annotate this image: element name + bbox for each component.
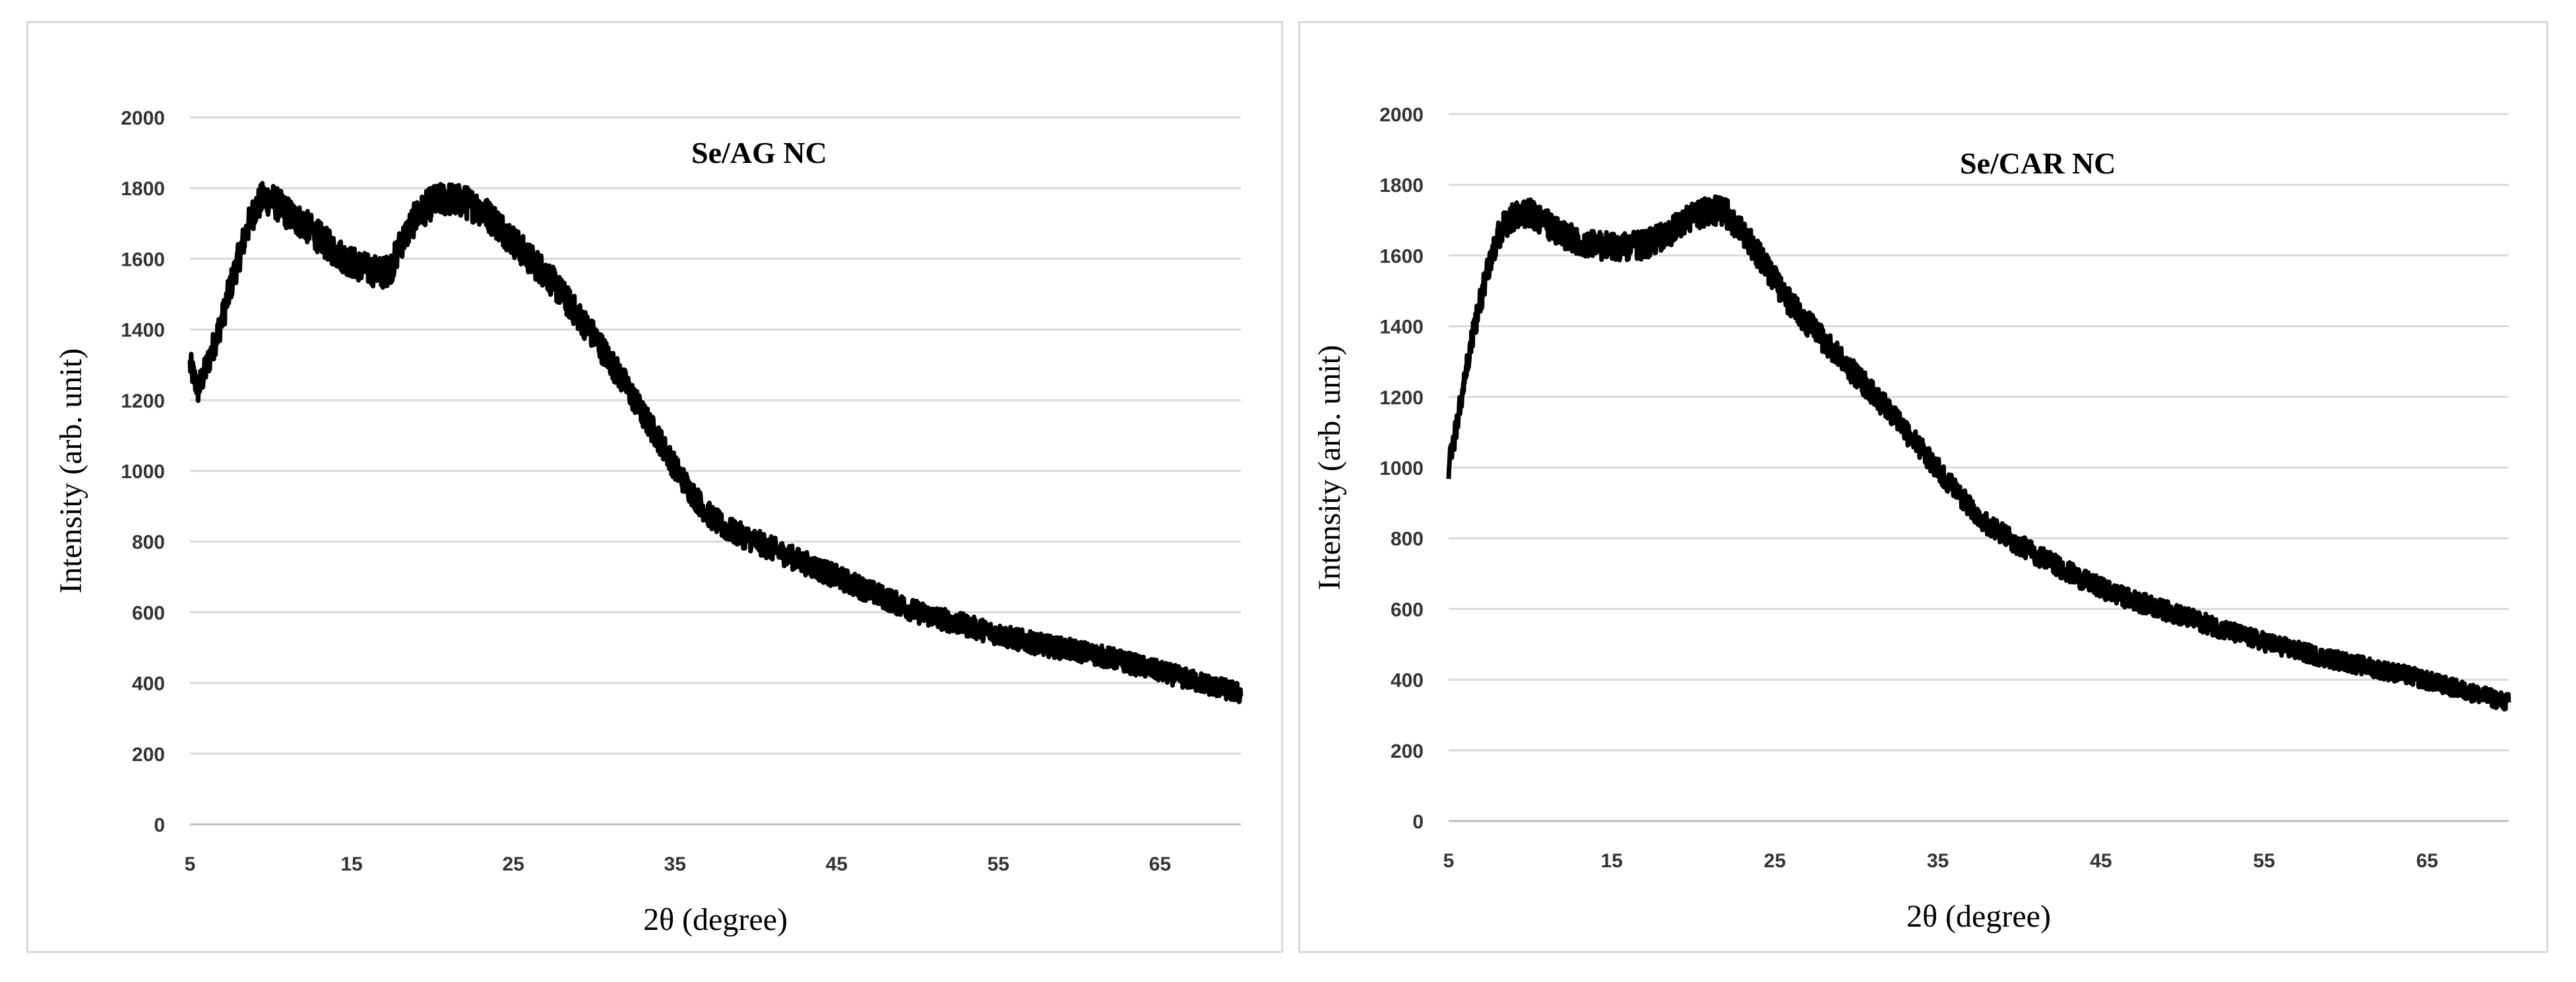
y-axis-title: Intensity (arb. unit) — [53, 348, 88, 594]
y-tick-label: 1000 — [1379, 458, 1424, 479]
chart-title: Se/CAR NC — [1960, 146, 2116, 180]
x-tick-label: 25 — [1764, 850, 1786, 872]
chart-panel-se-ag: 0 200 400 600 800 1000 1200 1400 1600 1800 2000 5 15… — [26, 21, 1283, 953]
x-tick-label: 55 — [2253, 850, 2275, 872]
x-tick-label: 35 — [664, 853, 686, 875]
y-tick-label: 1200 — [121, 390, 165, 412]
xrd-chart-se-ag: 0 200 400 600 800 1000 1200 1400 1600 1800 2000 5 15… — [53, 107, 1243, 937]
x-tick-label: 5 — [1443, 850, 1455, 872]
x-tick-label: 45 — [2090, 850, 2112, 872]
y-tick-label: 400 — [132, 673, 165, 695]
x-tick-label: 5 — [185, 853, 196, 875]
x-axis-title: 2θ (degree) — [1906, 899, 2051, 934]
x-tick-label: 35 — [1927, 850, 1949, 872]
xrd-chart-se-car: 0 200 400 600 800 1000 1200 1400 1600 1800 2000 5 15… — [1312, 104, 2511, 934]
x-tick-label: 15 — [1601, 850, 1623, 872]
y-tick-label: 1000 — [121, 461, 165, 483]
y-tick-label: 1800 — [121, 178, 165, 200]
chart-panel-se-car: 0 200 400 600 800 1000 1200 1400 1600 1800 2000 5 15… — [1298, 21, 2548, 953]
y-tick-label: 200 — [1391, 741, 1424, 762]
y-tick-label: 400 — [1391, 670, 1424, 692]
y-axis-title: Intensity (arb. unit) — [1312, 345, 1347, 590]
chart-title: Se/AG NC — [691, 136, 827, 169]
y-tick-label: 1800 — [1379, 175, 1424, 197]
x-axis-title: 2θ (degree) — [643, 902, 788, 937]
y-tick-label: 2000 — [1379, 104, 1424, 126]
y-tick-label: 0 — [154, 814, 165, 836]
y-tick-label: 1400 — [1379, 317, 1424, 338]
y-tick-label: 2000 — [121, 107, 165, 129]
y-tick-label: 1600 — [1379, 245, 1424, 267]
y-tick-label: 800 — [1391, 528, 1424, 550]
x-tick-label: 45 — [826, 853, 848, 875]
y-tick-label: 1200 — [1379, 387, 1424, 409]
y-tick-label: 800 — [132, 532, 165, 553]
x-tick-label: 25 — [502, 853, 524, 875]
x-tick-label: 15 — [340, 853, 362, 875]
x-tick-label: 55 — [988, 853, 1009, 875]
y-tick-label: 200 — [132, 744, 165, 766]
x-tick-label: 65 — [1149, 853, 1171, 875]
y-tick-label: 600 — [132, 602, 165, 624]
y-tick-label: 1400 — [121, 320, 165, 342]
y-tick-label: 600 — [1391, 599, 1424, 621]
y-tick-label: 0 — [1412, 811, 1424, 833]
data-series-line — [1446, 194, 2511, 712]
y-tick-label: 1600 — [121, 249, 165, 270]
data-series-line — [187, 181, 1243, 704]
x-tick-label: 65 — [2416, 850, 2438, 872]
